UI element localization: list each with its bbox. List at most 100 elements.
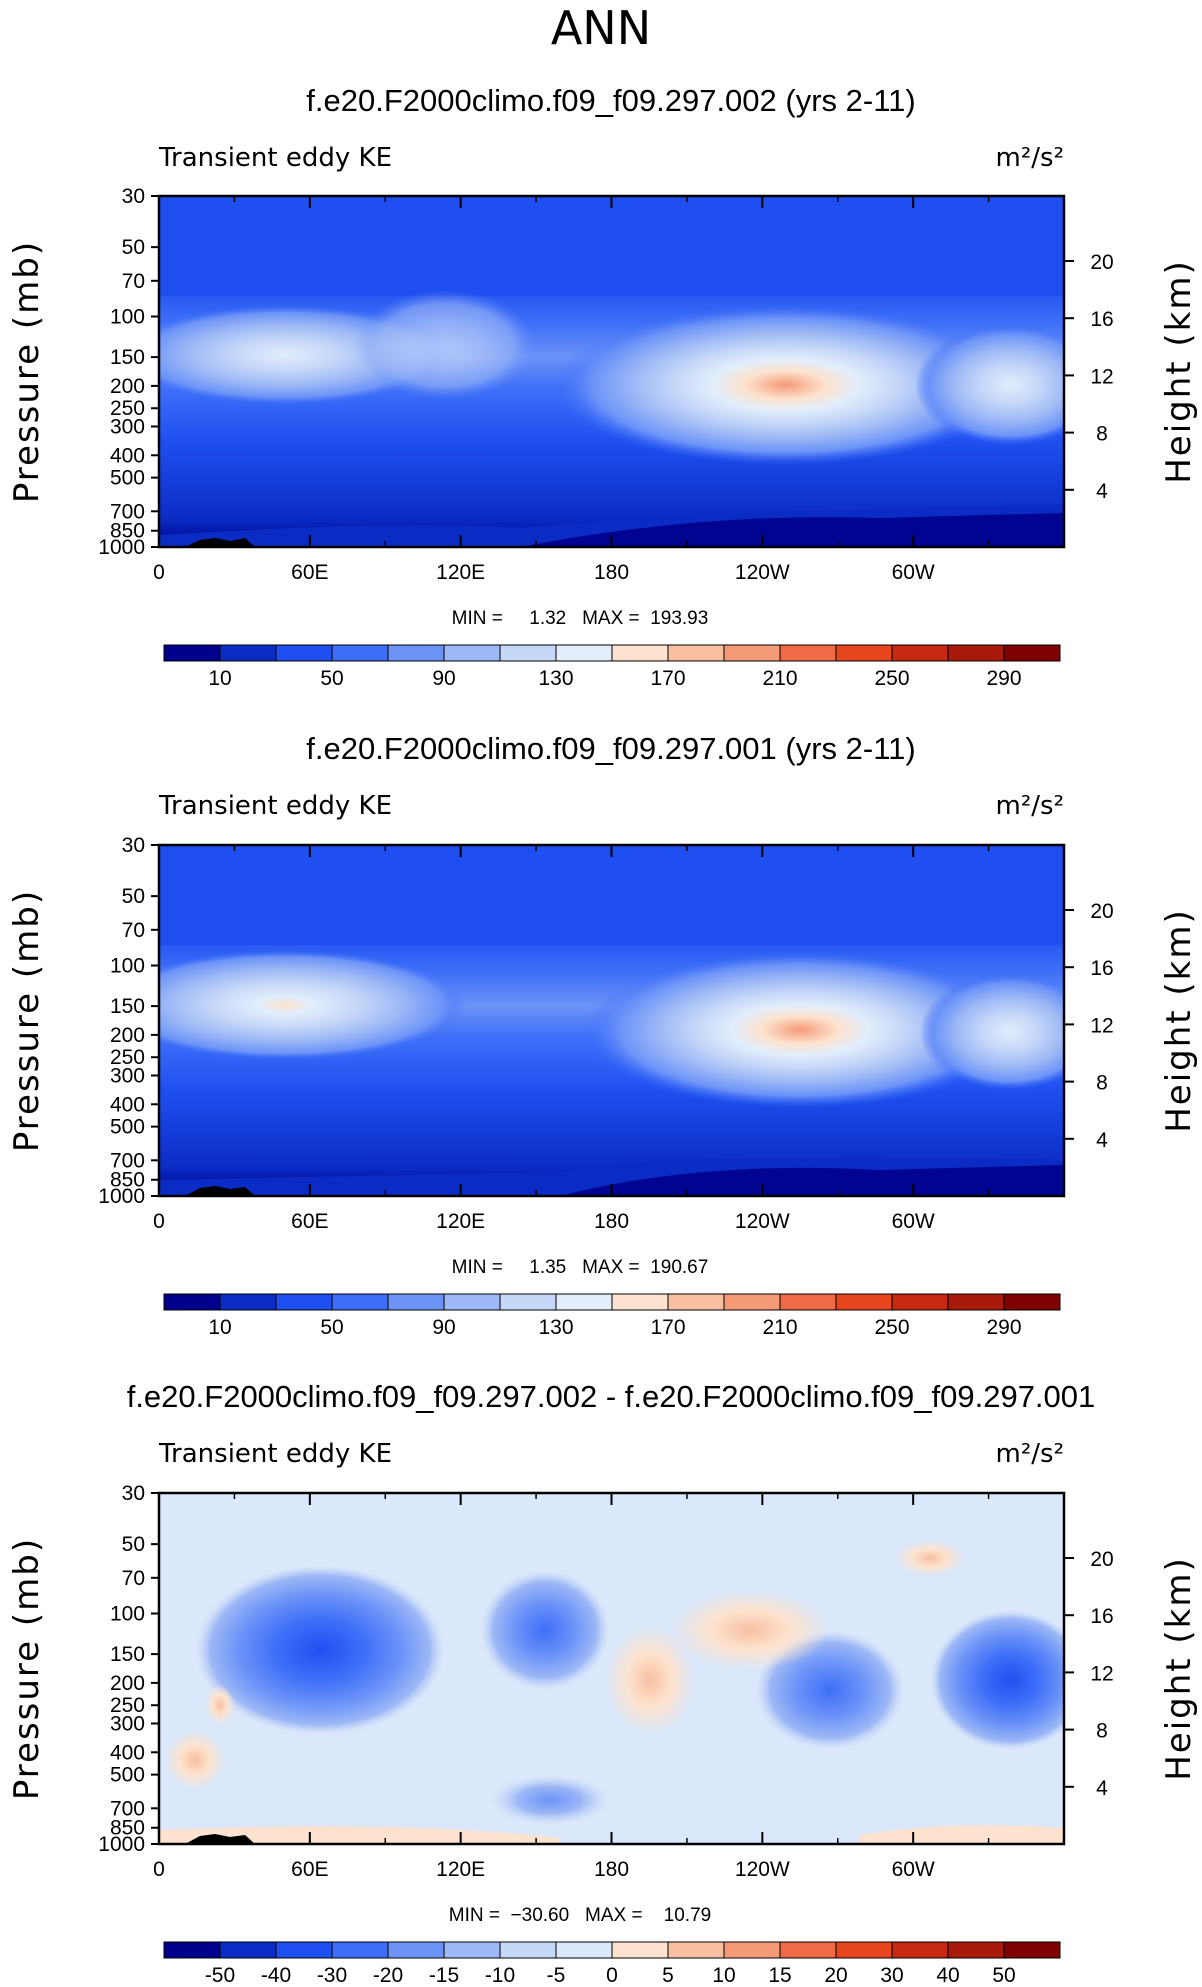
h-tick-label: 12 [1090, 365, 1113, 388]
colorbar-swatch [667, 1941, 725, 1959]
p-tick-label: 150 [110, 346, 145, 369]
colorbar-swatch [499, 644, 557, 662]
colorbar-swatch [387, 644, 445, 662]
panel-1-colorbar: 10 50 90 130 170 210 250 290 [163, 644, 1061, 690]
colorbar-swatch [891, 1941, 949, 1959]
colorbar-swatch [947, 1293, 1005, 1311]
colorbar-swatch [667, 1293, 725, 1311]
p-tick-label: 100 [110, 1603, 145, 1626]
colorbar-label: -50 [205, 1964, 235, 1987]
colorbar-swatch [891, 644, 949, 662]
x-tick-label: 120E [436, 1210, 485, 1233]
panel-1-variable: Transient eddy KE [158, 143, 392, 173]
p-tick-label: 850 [110, 520, 145, 543]
colorbar-label: 250 [874, 667, 909, 690]
colorbar-label: 50 [320, 667, 343, 690]
colorbar-label: 90 [432, 1316, 455, 1339]
colorbar-label: -30 [317, 1964, 347, 1987]
colorbar-swatch [499, 1293, 557, 1311]
p-tick-label: 400 [110, 1093, 145, 1116]
colorbar-swatch [723, 1293, 781, 1311]
panel-3-colorbar: -50 -40 -30 -20 -15 -10 -5 0 5 10 15 20 30 40 50 [163, 1941, 1061, 1987]
y-left-title: Pressure (mb) [7, 889, 47, 1152]
p-tick-label: 700 [110, 1797, 145, 1820]
p-tick-label: 300 [110, 1712, 145, 1735]
colorbar-swatch [163, 1941, 221, 1959]
colorbar-swatch [835, 1293, 893, 1311]
panel-2-variable: Transient eddy KE [158, 791, 392, 821]
super-title: ANN [551, 1, 651, 55]
panel-3-units: m²/s² [996, 1439, 1064, 1469]
colorbar-swatch [443, 1293, 501, 1311]
colorbar-swatch [835, 644, 893, 662]
p-tick-label: 50 [122, 885, 145, 908]
h-tick-label: 4 [1096, 480, 1108, 503]
colorbar-swatch [779, 1293, 837, 1311]
colorbar-label: 90 [432, 667, 455, 690]
p-tick-label: 70 [122, 1567, 145, 1590]
colorbar-swatch [555, 1293, 613, 1311]
p-tick-label: 300 [110, 415, 145, 438]
h-tick-label: 20 [1090, 1548, 1113, 1571]
p-tick-label: 70 [122, 270, 145, 293]
h-tick-label: 8 [1096, 1720, 1108, 1743]
colorbar-label: 290 [986, 1316, 1021, 1339]
colorbar-label: 210 [762, 667, 797, 690]
colorbar-swatch [275, 644, 333, 662]
y-right-title: Height (km) [1159, 908, 1199, 1133]
x-tick-label: 60W [892, 1210, 935, 1233]
colorbar-label: 290 [986, 667, 1021, 690]
colorbar-swatch [1003, 1293, 1061, 1311]
colorbar-swatch [947, 644, 1005, 662]
h-tick-label: 8 [1096, 1072, 1108, 1095]
p-tick-label: 400 [110, 444, 145, 467]
colorbar-swatch [779, 644, 837, 662]
colorbar-swatch [891, 1293, 949, 1311]
panel-2-field [159, 845, 1064, 1196]
x-tick-label: 0 [153, 561, 165, 584]
x-tick-label: 120E [436, 1858, 485, 1881]
colorbar-label: 50 [992, 1964, 1015, 1987]
panel-2-colorbar: 10 50 90 130 170 210 250 290 [163, 1293, 1061, 1339]
p-tick-label: 50 [122, 236, 145, 259]
colorbar-swatch [331, 1941, 389, 1959]
panel-1-field [159, 196, 1064, 547]
colorbar-label: 250 [874, 1316, 909, 1339]
p-tick-label: 30 [122, 1482, 145, 1505]
p-tick-label: 700 [110, 1149, 145, 1172]
x-tick-label: 0 [153, 1210, 165, 1233]
colorbar-swatch [555, 1941, 613, 1959]
colorbar-label: 10 [208, 1316, 231, 1339]
colorbar-label: 170 [650, 667, 685, 690]
colorbar-swatch [219, 1293, 277, 1311]
p-tick-label: 1000 [98, 1833, 145, 1856]
p-tick-label: 100 [110, 306, 145, 329]
x-tick-label: 0 [153, 1858, 165, 1881]
p-tick-label: 850 [110, 1169, 145, 1192]
colorbar-label: 50 [320, 1316, 343, 1339]
p-tick-label: 200 [110, 375, 145, 398]
panel-2: f.e20.F2000climo.f09_f09.297.001 (yrs 2-… [7, 731, 1199, 1339]
colorbar-swatch [387, 1941, 445, 1959]
y-left-title: Pressure (mb) [7, 240, 47, 503]
colorbar-label: 10 [208, 667, 231, 690]
colorbar-swatch [443, 1941, 501, 1959]
colorbar-swatch [387, 1293, 445, 1311]
x-tick-label: 60E [291, 1858, 328, 1881]
colorbar-label: 10 [712, 1964, 735, 1987]
x-tick-label: 120W [735, 1858, 790, 1881]
x-tick-label: 120E [436, 561, 485, 584]
h-tick-label: 4 [1096, 1129, 1108, 1152]
colorbar-swatch [1003, 1941, 1061, 1959]
x-tick-label: 120W [735, 1210, 790, 1233]
colorbar-swatch [667, 644, 725, 662]
colorbar-label: 170 [650, 1316, 685, 1339]
h-tick-label: 12 [1090, 1662, 1113, 1685]
colorbar-swatch [723, 644, 781, 662]
colorbar-swatch [443, 644, 501, 662]
colorbar-label: 30 [880, 1964, 903, 1987]
panel-2-title: f.e20.F2000climo.f09_f09.297.001 (yrs 2-… [306, 731, 915, 766]
h-tick-label: 16 [1090, 957, 1113, 980]
